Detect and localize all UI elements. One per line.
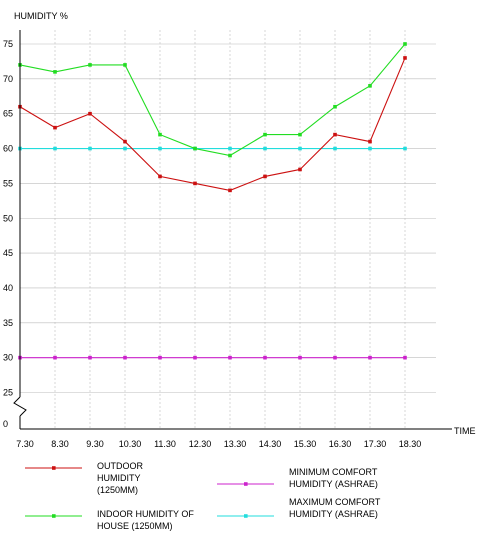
legend-swatch-marker	[52, 466, 56, 470]
data-point	[403, 146, 407, 151]
data-point	[193, 146, 197, 151]
x-tick-label: 10.30	[119, 439, 142, 449]
data-point	[123, 63, 127, 67]
data-point	[123, 146, 127, 151]
legend-entry-3: MAXIMUM COMFORT HUMIDITY (ASHRAE)	[217, 497, 381, 519]
data-point	[298, 146, 302, 151]
data-point	[333, 355, 337, 360]
x-tick-label: 15.30	[294, 439, 317, 449]
x-tick-label: 9.30	[86, 439, 104, 449]
data-point	[53, 355, 57, 360]
data-point	[333, 104, 337, 109]
y-tick-label: 55	[3, 178, 13, 188]
grid	[20, 30, 436, 429]
legend-entry-0: OUTDOOR HUMIDITY (1250MM)	[25, 461, 143, 495]
legend-swatch-marker	[52, 514, 56, 518]
data-point	[368, 146, 372, 151]
series-line	[19, 57, 406, 191]
data-point	[158, 146, 162, 151]
data-point	[263, 146, 267, 151]
x-tick-label: 18.30	[399, 439, 422, 449]
y-tick-label: 25	[3, 388, 13, 398]
y-axis-break-mark	[13, 396, 27, 417]
axes: HUMIDITY % TIME	[13, 11, 476, 436]
data-point	[263, 174, 267, 179]
legend-label: HUMIDITY	[97, 473, 141, 483]
data-point	[228, 355, 232, 360]
y-tick-label: 75	[3, 39, 13, 49]
series-0	[18, 56, 407, 193]
data-point	[228, 146, 232, 151]
legend-label: INDOOR HUMIDITY OF	[97, 509, 194, 519]
data-point	[263, 355, 267, 360]
legend-label: HOUSE (1250MM)	[97, 521, 173, 531]
legend-label: OUTDOOR	[97, 461, 143, 471]
data-point	[403, 42, 407, 46]
legend-swatch-marker	[244, 482, 248, 486]
data-point	[333, 132, 337, 137]
data-point	[88, 146, 92, 151]
x-tick-label: 13.30	[224, 439, 247, 449]
series-2	[18, 355, 407, 360]
data-point	[88, 355, 92, 360]
legend-label: MAXIMUM COMFORT	[289, 497, 381, 507]
y-tick-label: 35	[3, 318, 13, 328]
legend-entry-2: MINIMUM COMFORT HUMIDITY (ASHRAE)	[217, 467, 378, 489]
legend-label: HUMIDITY (ASHRAE)	[289, 509, 378, 519]
series-3	[18, 146, 407, 151]
data-point	[53, 146, 57, 151]
data-point	[193, 181, 197, 186]
x-axis-title: TIME	[454, 426, 476, 436]
legend-label: (1250MM)	[97, 485, 138, 495]
data-point	[368, 139, 372, 144]
series-layer	[18, 42, 407, 360]
data-point	[368, 355, 372, 360]
y-tick-label: 0	[3, 419, 8, 429]
data-point	[53, 70, 57, 74]
y-tick-label: 30	[3, 353, 13, 363]
data-point	[403, 56, 407, 60]
data-point	[263, 132, 267, 137]
legend-entry-1: INDOOR HUMIDITY OF HOUSE (1250MM)	[25, 509, 194, 531]
series-1	[18, 42, 407, 158]
legend: OUTDOOR HUMIDITY (1250MM) INDOOR HUMIDITY O…	[25, 461, 381, 531]
x-tick-label: 17.30	[364, 439, 387, 449]
data-point	[298, 167, 302, 172]
x-tick-label: 14.30	[259, 439, 282, 449]
data-point	[158, 355, 162, 360]
tick-labels: 75 70 65 60 55 50 45 40 35 30 25 0 7.30 8.30 9.30 10.30…	[3, 39, 421, 449]
y-tick-label: 40	[3, 283, 13, 293]
x-tick-label: 7.30	[16, 439, 34, 449]
data-point	[298, 355, 302, 360]
data-point	[228, 153, 232, 158]
data-point	[403, 355, 407, 360]
y-tick-label: 70	[3, 74, 13, 84]
data-point	[158, 132, 162, 137]
series-line	[19, 43, 406, 157]
data-point	[193, 355, 197, 360]
data-point	[88, 111, 92, 116]
y-axis-title: HUMIDITY %	[14, 11, 68, 21]
y-tick-label: 60	[3, 144, 13, 154]
legend-label: MINIMUM COMFORT	[289, 467, 378, 477]
data-point	[123, 139, 127, 144]
legend-swatch-marker	[244, 514, 248, 518]
data-point	[88, 63, 92, 67]
x-tick-label: 12.30	[189, 439, 212, 449]
y-tick-label: 65	[3, 109, 13, 119]
y-tick-label: 50	[3, 213, 13, 223]
data-point	[368, 84, 372, 88]
data-point	[298, 132, 302, 137]
data-point	[53, 125, 57, 130]
x-tick-label: 16.30	[329, 439, 352, 449]
data-point	[158, 174, 162, 179]
data-point	[333, 146, 337, 151]
y-tick-label: 45	[3, 248, 13, 258]
legend-label: HUMIDITY (ASHRAE)	[289, 479, 378, 489]
data-point	[228, 188, 232, 193]
x-tick-label: 8.30	[51, 439, 69, 449]
x-tick-label: 11.30	[154, 439, 176, 449]
data-point	[123, 355, 127, 360]
